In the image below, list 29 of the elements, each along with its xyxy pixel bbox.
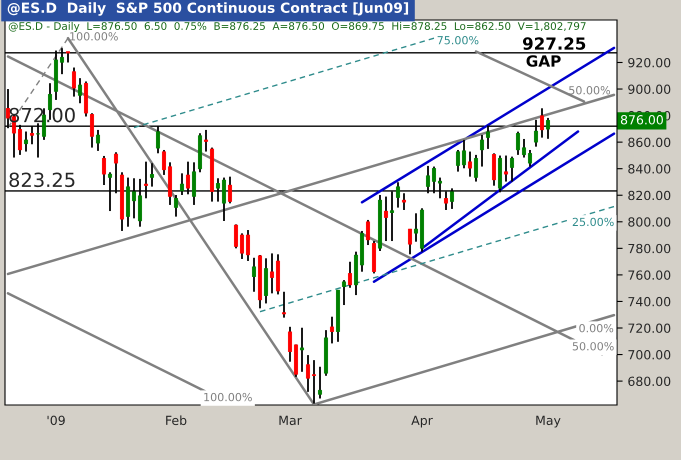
- y-tick-label: 680.00: [628, 376, 670, 386]
- x-tick-label: May: [536, 416, 561, 428]
- y-tick-label: 760.00: [628, 270, 670, 280]
- annotation: 50.00%: [569, 86, 610, 94]
- y-tick-label: 840.00: [628, 164, 670, 174]
- annotation: 50.00%: [572, 342, 614, 350]
- chart-title: @ES.D Daily S&P 500 Continuous Contract [Jun09]: [8, 2, 408, 16]
- y-tick-label: 860.00: [628, 138, 670, 148]
- annotation: 25.00%: [572, 218, 614, 226]
- annotation: 100.00%: [204, 392, 252, 402]
- y-tick-label: 780.00: [628, 244, 670, 254]
- x-tick-label: Mar: [279, 416, 302, 426]
- x-tick-label: Apr: [411, 416, 433, 428]
- y-tick-label: 900.00: [628, 84, 670, 94]
- y-tick-label: 800.00: [628, 217, 670, 227]
- annotation: 100.00%: [70, 32, 118, 41]
- ref-line-label: 823.25: [9, 172, 74, 188]
- y-tick-label: 720.00: [628, 323, 670, 333]
- annotation: 927.25: [522, 37, 586, 50]
- x-tick-label: Feb: [166, 415, 186, 426]
- y-tick-label: 700.00: [628, 350, 670, 360]
- x-tick-label: '09: [48, 416, 65, 426]
- y-tick-label: 920.00: [628, 58, 670, 68]
- annotation: GAP: [526, 55, 561, 67]
- y-tick-label: 740.00: [628, 296, 670, 306]
- annotation: 75.00%: [438, 36, 478, 44]
- chart-subtitle: @ES.D - Daily L=876.50 6.50 0.75% B=876.25 A=876.50 O=869.75 Hi=878.25 Lo=862.50 V=1,802,797: [8, 22, 586, 32]
- annotation: 0.00%: [579, 324, 614, 332]
- y-tick-label: 820.00: [628, 190, 670, 200]
